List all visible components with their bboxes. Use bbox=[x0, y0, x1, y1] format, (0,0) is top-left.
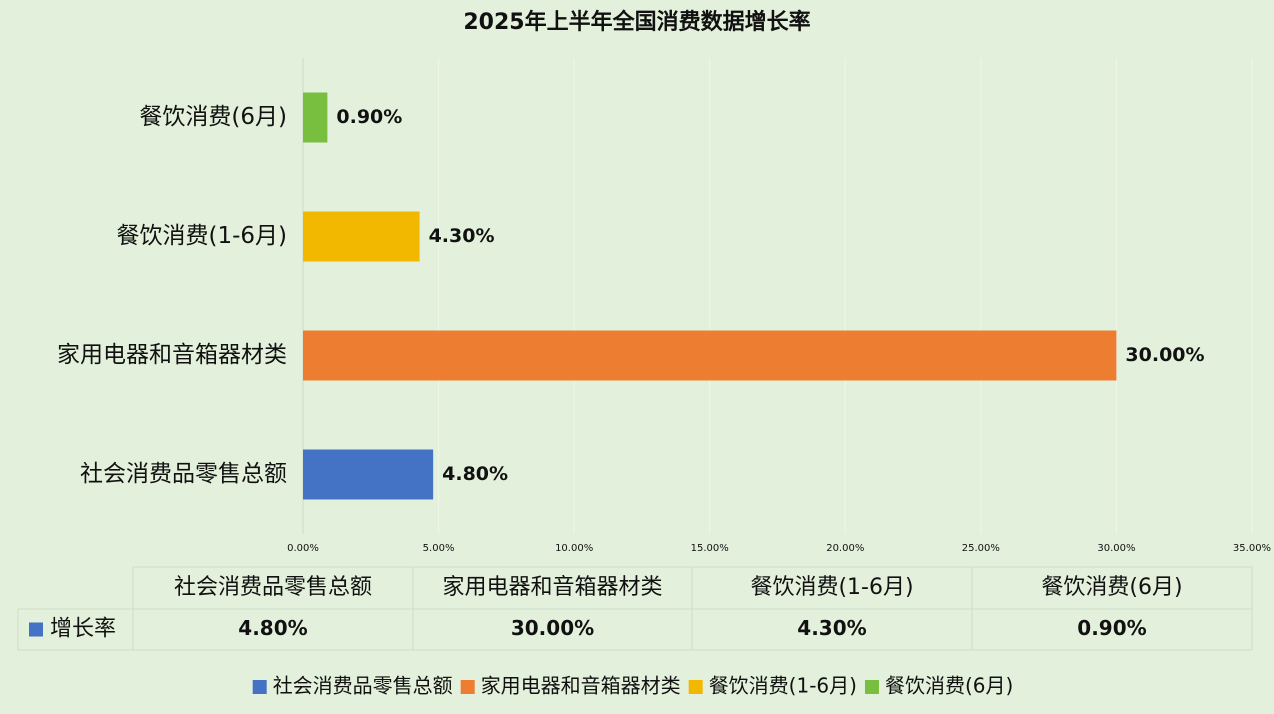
legend-key bbox=[460, 680, 475, 694]
x-tick-label: 35.00% bbox=[1233, 543, 1271, 554]
legend-label: 餐饮消费(6月) bbox=[885, 674, 1013, 698]
data-label: 4.80% bbox=[442, 463, 508, 485]
legend-key bbox=[864, 680, 879, 694]
bar bbox=[303, 330, 1117, 381]
legend-key bbox=[688, 680, 703, 694]
x-tick-label: 25.00% bbox=[962, 543, 1000, 554]
x-tick-label: 15.00% bbox=[691, 543, 729, 554]
bar bbox=[303, 449, 434, 500]
table-legend-key bbox=[29, 622, 43, 637]
table-cell: 30.00% bbox=[511, 616, 594, 640]
table-cell: 4.80% bbox=[238, 616, 307, 640]
y-tick-label: 家用电器和音箱器材类 bbox=[57, 342, 287, 368]
x-tick-label: 5.00% bbox=[423, 543, 455, 554]
table-header: 餐饮消费(1-6月) bbox=[750, 575, 913, 600]
x-tick-label: 30.00% bbox=[1097, 543, 1135, 554]
table-header: 家用电器和音箱器材类 bbox=[442, 575, 662, 600]
y-tick-label: 社会消费品零售总额 bbox=[80, 461, 287, 487]
legend-label: 家用电器和音箱器材类 bbox=[481, 674, 681, 698]
legend-key bbox=[252, 680, 267, 694]
y-tick-label: 餐饮消费(1-6月) bbox=[116, 223, 287, 249]
data-label: 4.30% bbox=[429, 225, 495, 247]
legend-label: 社会消费品零售总额 bbox=[273, 674, 453, 698]
x-tick-label: 10.00% bbox=[555, 543, 593, 554]
y-tick-label: 餐饮消费(6月) bbox=[139, 104, 287, 130]
legend-label: 餐饮消费(1-6月) bbox=[709, 674, 857, 698]
chart-title: 2025年上半年全国消费数据增长率 bbox=[463, 9, 810, 35]
table-cell: 0.90% bbox=[1077, 616, 1146, 640]
data-label: 0.90% bbox=[336, 106, 402, 128]
table-cell: 4.30% bbox=[797, 616, 866, 640]
table-row-header: 增长率 bbox=[50, 617, 116, 642]
x-tick-label: 0.00% bbox=[287, 543, 319, 554]
data-label: 30.00% bbox=[1125, 344, 1204, 366]
bar bbox=[303, 92, 328, 143]
bar bbox=[303, 211, 420, 262]
x-tick-label: 20.00% bbox=[826, 543, 864, 554]
table-header: 社会消费品零售总额 bbox=[174, 575, 372, 600]
table-header: 餐饮消费(6月) bbox=[1041, 575, 1182, 600]
